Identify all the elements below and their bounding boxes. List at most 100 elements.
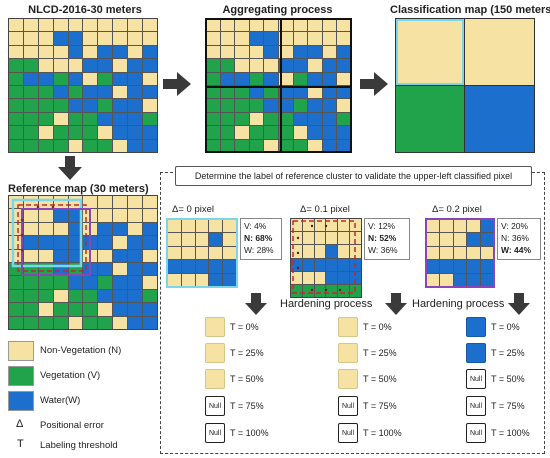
grid-cell — [83, 139, 98, 152]
grid-cell — [308, 59, 322, 72]
grid-cell — [279, 45, 293, 59]
grid-cell — [235, 72, 249, 85]
grid-cell — [143, 289, 157, 303]
grid-cell — [264, 112, 278, 126]
legend-label-vegetation: Vegetation (V) — [40, 370, 101, 381]
grid-cell — [38, 236, 53, 249]
grid-cell — [113, 99, 128, 112]
stats-box-2: V: 20% N: 36% W: 44% — [497, 218, 541, 260]
threshold-label: T = 0% — [230, 322, 259, 332]
grid-cell — [337, 85, 351, 99]
stat-1-w: W: 36% — [368, 245, 398, 255]
grid-cell — [206, 85, 220, 99]
grid-cell — [53, 112, 68, 126]
grid-cell — [480, 220, 493, 233]
grid-cell — [480, 246, 493, 260]
grid-cell — [53, 72, 68, 85]
reference-title: Reference map (30 meters) — [8, 183, 149, 195]
stat-2-w: W: 44% — [501, 245, 532, 255]
grid-cell — [467, 246, 480, 260]
grid-cell — [206, 19, 220, 32]
classification-title: Classification map (150 meters) — [390, 4, 550, 16]
grid-cell — [38, 126, 53, 139]
grid-cell — [38, 72, 53, 85]
grid-cell — [453, 273, 467, 286]
arrow-right-2 — [360, 72, 388, 96]
grid-cell — [128, 209, 143, 222]
grid-cell — [279, 126, 293, 139]
threshold-label: T = 50% — [363, 374, 397, 384]
legend-label-labeling-threshold: Labeling threshold — [40, 440, 118, 451]
stat-0-v: V: 4% — [244, 221, 267, 231]
grid-cell — [326, 271, 338, 284]
grid-cell — [83, 196, 98, 209]
result-swatch — [205, 369, 225, 389]
grid-cell — [98, 249, 113, 262]
aggregating-title: Aggregating process — [222, 4, 333, 16]
grid-cell — [322, 59, 337, 72]
arrow-down-0 — [245, 293, 267, 315]
grid-cell — [220, 139, 235, 152]
grid-cell — [249, 85, 264, 99]
delta-label-1: Δ= 0.1 pixel — [300, 204, 350, 215]
grid-cell — [23, 139, 38, 152]
grid-cell — [9, 112, 23, 126]
grid-cell — [113, 85, 128, 99]
grid-cell — [113, 196, 128, 209]
grid-cell — [308, 32, 322, 45]
grid-cell — [83, 112, 98, 126]
delta-label-2: Δ= 0.2 pixel — [432, 204, 482, 215]
grid-cell — [83, 126, 98, 139]
grid-cell — [308, 126, 322, 139]
grid-cell — [23, 209, 38, 222]
grid-cell — [206, 139, 220, 152]
grid-cell — [322, 45, 337, 59]
grid-cell — [23, 85, 38, 99]
grid-cell — [68, 112, 83, 126]
grid-cell — [337, 126, 351, 139]
grid-cell — [143, 303, 157, 316]
grid-cell — [9, 85, 23, 99]
grid-cell — [293, 59, 308, 72]
grid-cell — [68, 289, 83, 303]
grid-cell — [480, 233, 493, 246]
delta-label-0: Δ= 0 pixel — [172, 204, 214, 215]
grid-cell — [264, 85, 278, 99]
grid-cell — [264, 99, 278, 112]
grid-cell — [83, 19, 98, 32]
grid-cell — [9, 72, 23, 85]
stats-box-0: V: 4% N: 68% W: 28% — [240, 218, 282, 260]
grid-cell — [302, 245, 314, 258]
grid-cell — [308, 72, 322, 85]
grid-cell — [206, 72, 220, 85]
grid-cell — [235, 126, 249, 139]
grid-cell — [338, 271, 350, 284]
class-cell-lower-right — [465, 86, 534, 152]
grid-cell — [38, 19, 53, 32]
class-cell-lower-left — [396, 86, 464, 152]
grid-cell — [23, 316, 38, 329]
grid-cell — [38, 289, 53, 303]
grid-cell — [322, 72, 337, 85]
grid-cell — [314, 258, 326, 271]
grid-cell — [128, 45, 143, 59]
grid-cell — [83, 32, 98, 45]
grid-cell — [209, 246, 223, 260]
grid-cell — [235, 59, 249, 72]
grid-cell — [128, 196, 143, 209]
grid-cell — [440, 233, 453, 246]
grid-cell — [68, 85, 83, 99]
grid-cell — [9, 276, 23, 289]
stats-box-1: V: 12% N: 52% W: 36% — [364, 218, 410, 260]
threshold-label: T = 0% — [491, 322, 520, 332]
grid-cell — [113, 19, 128, 32]
grid-cell — [143, 222, 157, 236]
grid-cell — [53, 85, 68, 99]
grid-cell — [98, 196, 113, 209]
grid-cell — [98, 289, 113, 303]
result-swatch — [466, 317, 486, 337]
null-result-box: Null — [466, 396, 486, 416]
grid-cell — [68, 126, 83, 139]
grid-cell — [23, 289, 38, 303]
null-result-box: Null — [338, 423, 358, 443]
